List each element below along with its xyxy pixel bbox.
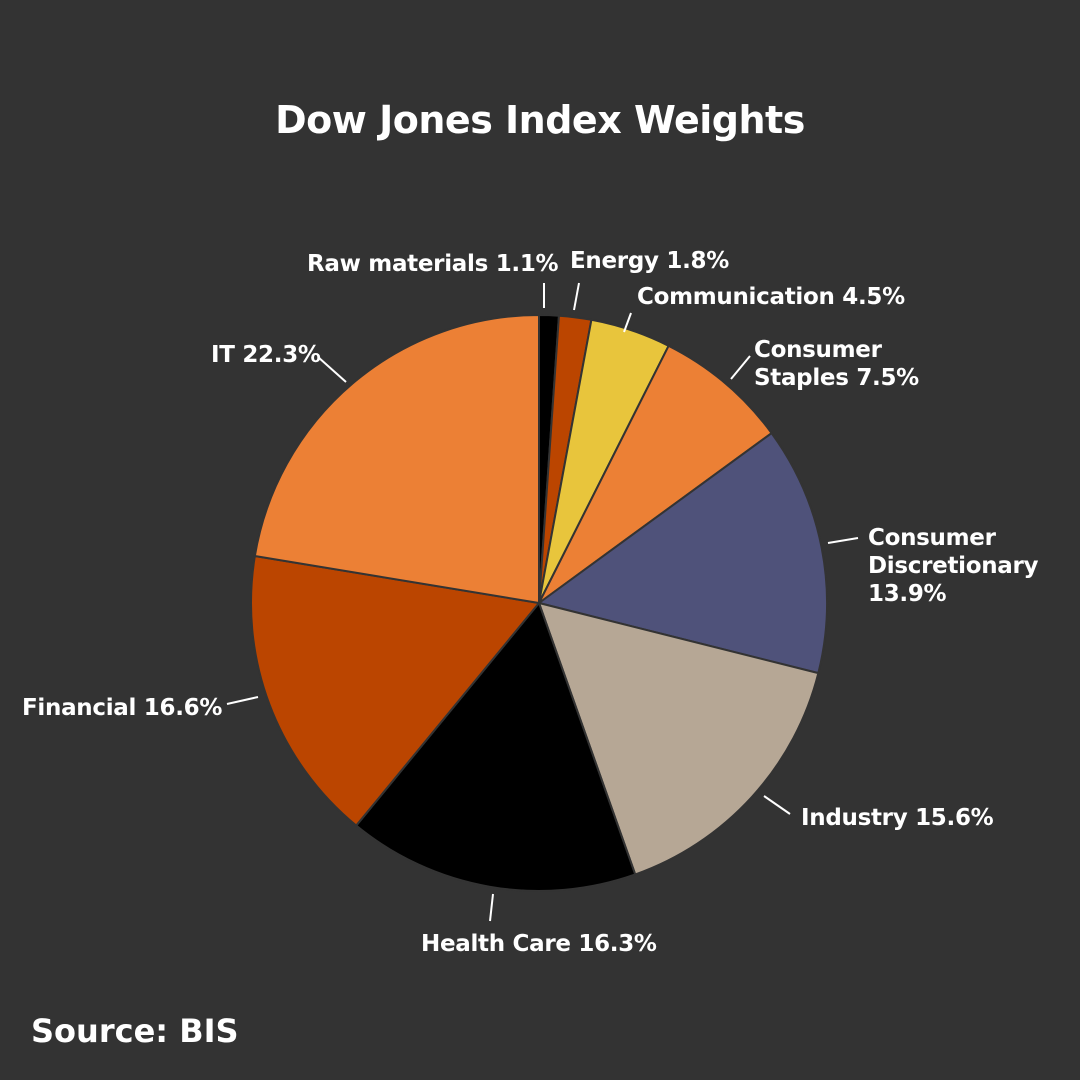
label-consumer-discretionary: Consumer Discretionary 13.9% <box>868 525 1039 607</box>
label-consumer-staples: Consumer Staples 7.5% <box>754 337 919 391</box>
slice-consumer-staples <box>538 344 773 604</box>
leader-consumer-discretionary <box>827 537 859 544</box>
slice-industry <box>537 601 820 876</box>
pie-slices <box>250 313 828 892</box>
leader-industry <box>763 795 791 815</box>
label-industry: Industry 15.6% <box>801 805 994 831</box>
label-raw-materials: Raw materials 1.1% <box>307 251 559 277</box>
leader-it <box>317 356 347 383</box>
label-energy: Energy 1.8% <box>570 248 729 274</box>
slice-it <box>253 313 540 605</box>
leader-energy <box>573 282 580 311</box>
leader-lines <box>226 282 859 922</box>
chart-title: Dow Jones Index Weights <box>275 98 805 142</box>
slice-financial <box>250 554 541 827</box>
label-health-care: Health Care 16.3% <box>421 931 657 957</box>
leader-financial <box>226 696 259 705</box>
source-note: Source: BIS <box>31 1012 239 1050</box>
label-communication: Communication 4.5% <box>637 284 905 310</box>
leader-consumer-staples <box>730 355 751 380</box>
leader-health-care <box>489 893 494 922</box>
leader-communication <box>623 312 632 333</box>
label-financial: Financial 16.6% <box>22 695 223 721</box>
slice-health-care <box>354 600 637 892</box>
slice-consumer-discretionary <box>536 431 828 675</box>
label-it: IT 22.3% <box>211 342 321 368</box>
